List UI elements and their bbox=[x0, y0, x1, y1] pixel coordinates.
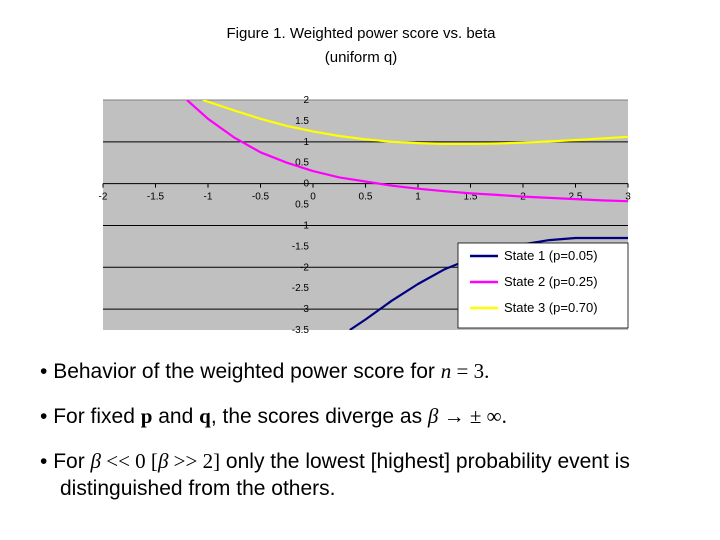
y-tick-label: -2.5 bbox=[292, 283, 310, 294]
x-tick-label: 1 bbox=[415, 192, 421, 203]
series-line-3 bbox=[202, 100, 628, 145]
y-tick-label: 1.5 bbox=[295, 116, 309, 127]
bullet-diverge: • For fixed p and q, the scores diverge … bbox=[40, 404, 507, 428]
y-tick-label: -1.5 bbox=[292, 241, 310, 252]
legend-label-3: State 3 (p=0.70) bbox=[504, 300, 598, 315]
x-tick-label: -1.5 bbox=[147, 192, 165, 203]
y-tick-label: 2 bbox=[303, 95, 309, 106]
bullet-distinguish: • For β << 0 [β >> 2] only the lowest [h… bbox=[40, 449, 630, 500]
y-tick-label: 1 bbox=[303, 137, 309, 148]
bullet-2-post: , the scores diverge as bbox=[210, 405, 428, 428]
bullet-3-beta-1: β bbox=[90, 449, 101, 473]
plot-area: 21.510.500.5-1-1.5-2-2.5-3-3.5-2-1.5-1-0… bbox=[99, 95, 632, 336]
y-tick-label: 0.5 bbox=[295, 158, 309, 169]
bullet-behavior: • Behavior of the weighted power score f… bbox=[40, 359, 490, 383]
bullet-1-text: Behavior of the weighted power score for bbox=[53, 360, 441, 383]
bullet-2-arrow: → ± ∞. bbox=[438, 404, 507, 428]
bullet-3-lt: << 0 [ bbox=[101, 449, 158, 473]
x-tick-label: 1.5 bbox=[464, 192, 478, 203]
chart-subtitle: (uniform q) bbox=[325, 49, 398, 66]
legend-label-1: State 1 (p=0.05) bbox=[504, 248, 598, 263]
bullet-3-post: only the lowest [highest] probability ev… bbox=[60, 450, 630, 500]
x-tick-label: 0 bbox=[310, 192, 316, 203]
bullet-3-beta-2: β bbox=[157, 449, 169, 473]
bullet-1-n: n bbox=[440, 359, 452, 383]
bullet-3-gt: >> 2] bbox=[168, 449, 221, 473]
legend-label-2: State 2 (p=0.25) bbox=[504, 274, 598, 289]
x-tick-label: 2.5 bbox=[569, 192, 583, 203]
bullet-1-eq: = 3. bbox=[451, 359, 490, 383]
x-tick-label: -1 bbox=[204, 192, 213, 203]
bullet-3-pre: For bbox=[53, 450, 91, 473]
x-tick-label: -0.5 bbox=[252, 192, 270, 203]
x-tick-label: 3 bbox=[625, 192, 631, 203]
bullet-2-pre: For fixed bbox=[53, 405, 141, 428]
weighted-power-score-chart: Figure 1. Weighted power score vs. beta … bbox=[99, 25, 632, 336]
y-tick-label: -3.5 bbox=[292, 325, 310, 336]
bullet-2-beta: β bbox=[427, 404, 439, 428]
series-line-2 bbox=[186, 100, 628, 203]
y-tick-label: -3 bbox=[300, 304, 309, 315]
chart-title: Figure 1. Weighted power score vs. beta bbox=[226, 25, 496, 42]
bullet-2-q: q bbox=[199, 404, 211, 428]
x-tick-label: -2 bbox=[99, 192, 108, 203]
y-tick-label: 0.5 bbox=[295, 200, 309, 211]
y-tick-label: -2 bbox=[300, 262, 309, 273]
bullet-2-and: and bbox=[152, 405, 200, 428]
x-tick-label: 0.5 bbox=[359, 192, 373, 203]
y-tick-label: -1 bbox=[300, 220, 309, 231]
bullet-2-p: p bbox=[140, 404, 153, 428]
bullet-list: • Behavior of the weighted power score f… bbox=[40, 358, 710, 520]
